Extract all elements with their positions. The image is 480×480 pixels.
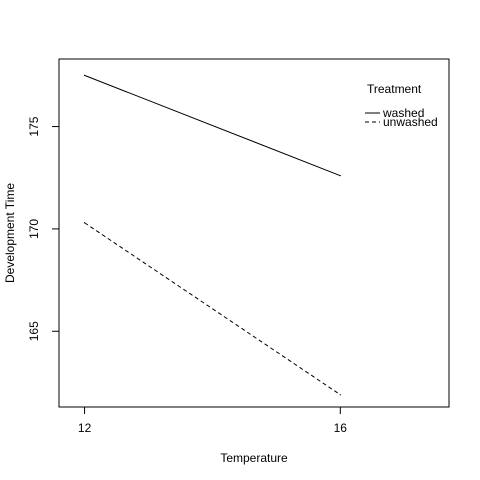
y-axis-label: Development Time (3, 183, 17, 283)
y-tick-label-165: 165 (27, 321, 41, 341)
point-unwashed-1 (339, 394, 341, 396)
y-tick-label-170: 170 (27, 219, 41, 239)
series-line-washed (84, 74, 341, 177)
x-axis: 12 16 (78, 407, 347, 435)
x-tick-label-12: 12 (78, 421, 92, 435)
series-line-unwashed (84, 222, 341, 396)
legend-label-washed: washed (382, 106, 424, 120)
plot-frame (58, 58, 450, 408)
point-washed-1 (339, 175, 341, 177)
legend: Treatment washed unwashed (365, 82, 438, 129)
series-layer (83, 74, 341, 396)
x-tick-label-16: 16 (334, 421, 348, 435)
point-unwashed-0 (83, 222, 86, 224)
y-axis: 165 170 175 (27, 116, 59, 341)
legend-title: Treatment (367, 82, 422, 96)
x-axis-label: Temperature (220, 451, 288, 465)
y-tick-label-175: 175 (27, 116, 41, 136)
legend-label-unwashed: unwashed (383, 115, 438, 129)
point-washed-0 (83, 74, 86, 76)
